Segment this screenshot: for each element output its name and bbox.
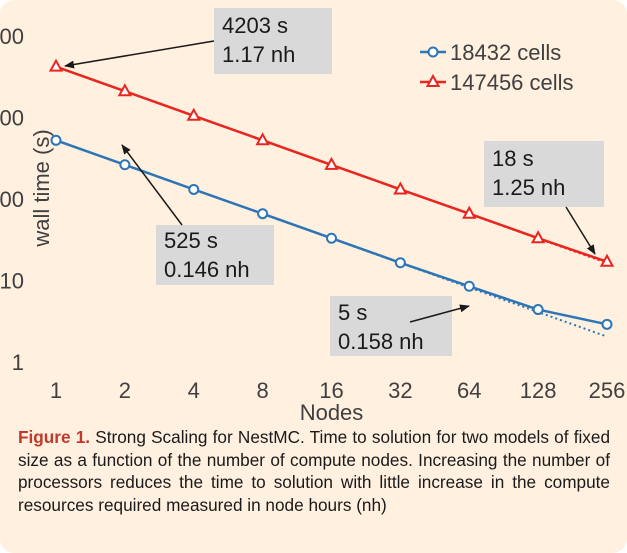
data-point-circle [326,232,337,244]
data-point-circle [394,257,406,269]
x-tick-label: 2 [119,378,131,403]
legend-label: 147456 cells [450,70,574,95]
annotation-arrow [409,304,470,323]
data-point-triangle [599,253,615,267]
x-tick-label: 32 [388,378,412,403]
annotation-boxes: 4203 s 1.17 nh 18 s 1.25 nh 525 s 0.146 nh 5 s… [156,8,604,356]
annotation-arrow [565,206,596,255]
x-tick-label: 16 [319,378,343,403]
data-point-triangle [462,205,477,219]
data-point-circle [50,134,62,146]
y-axis-title: wall time (s) [29,129,54,247]
y-tick-label: 100 [0,187,24,212]
x-tick-label: 8 [257,378,269,403]
annotation-box [214,8,332,74]
data-point-circle [119,159,131,171]
annotation-node-hours: 1.17 nh [222,42,295,67]
data-point-triangle [324,156,339,170]
legend: 18432 cells 147456 cells [420,40,574,95]
annotation-arrow [121,144,183,226]
data-point-triangle [186,107,201,121]
caption-label: Figure 1. [18,427,91,447]
data-point-circle [532,304,544,316]
annotation-arrows [64,40,596,323]
data-point-circle [188,183,200,195]
annotation-box [330,296,452,356]
data-point-triangle [393,181,408,195]
data-point-circle [463,280,475,292]
x-tick-label: 64 [457,378,481,403]
y-tick-label: 1 [12,350,24,375]
annotation-box [156,225,274,285]
annotation-time: 5 s [338,300,367,325]
x-tick-label: 1 [50,378,62,403]
data-point-triangle [255,132,270,146]
wall-time-chart: 4203 s 1.17 nh 18 s 1.25 nh 525 s 0.146 nh 5 s… [0,8,625,425]
legend-marker-circle [427,46,439,58]
annotation-arrow [64,40,215,69]
legend-marker-triangle [425,73,441,87]
annotation-node-hours: 0.158 nh [338,329,424,354]
annotation-node-hours: 1.25 nh [492,175,565,200]
data-point-triangle [117,83,133,97]
x-tick-label: 4 [188,378,200,403]
annotation-time: 18 s [492,146,534,171]
data-point-circle [601,318,613,330]
series-layer [48,58,615,330]
caption-text: Strong Scaling for NestMC. Time to solut… [18,427,610,515]
annotation-box [484,141,604,207]
figure-caption: Figure 1. Strong Scaling for NestMC. Tim… [18,426,610,516]
data-point-triangle [48,58,64,72]
x-tick-label: 128 [520,378,557,403]
annotation-time: 4203 s [222,13,288,38]
chart-area: 4203 s 1.17 nh 18 s 1.25 nh 525 s 0.146 nh 5 s… [0,8,625,425]
annotation-node-hours: 0.146 nh [164,257,250,282]
legend-label: 18432 cells [450,40,561,65]
y-tick-label: 10 [0,269,24,294]
data-point-triangle [530,230,546,244]
annotation-time: 525 s [164,228,218,253]
data-point-circle [257,208,269,220]
x-tick-label: 256 [589,378,626,403]
x-axis-title: Nodes [300,400,364,425]
